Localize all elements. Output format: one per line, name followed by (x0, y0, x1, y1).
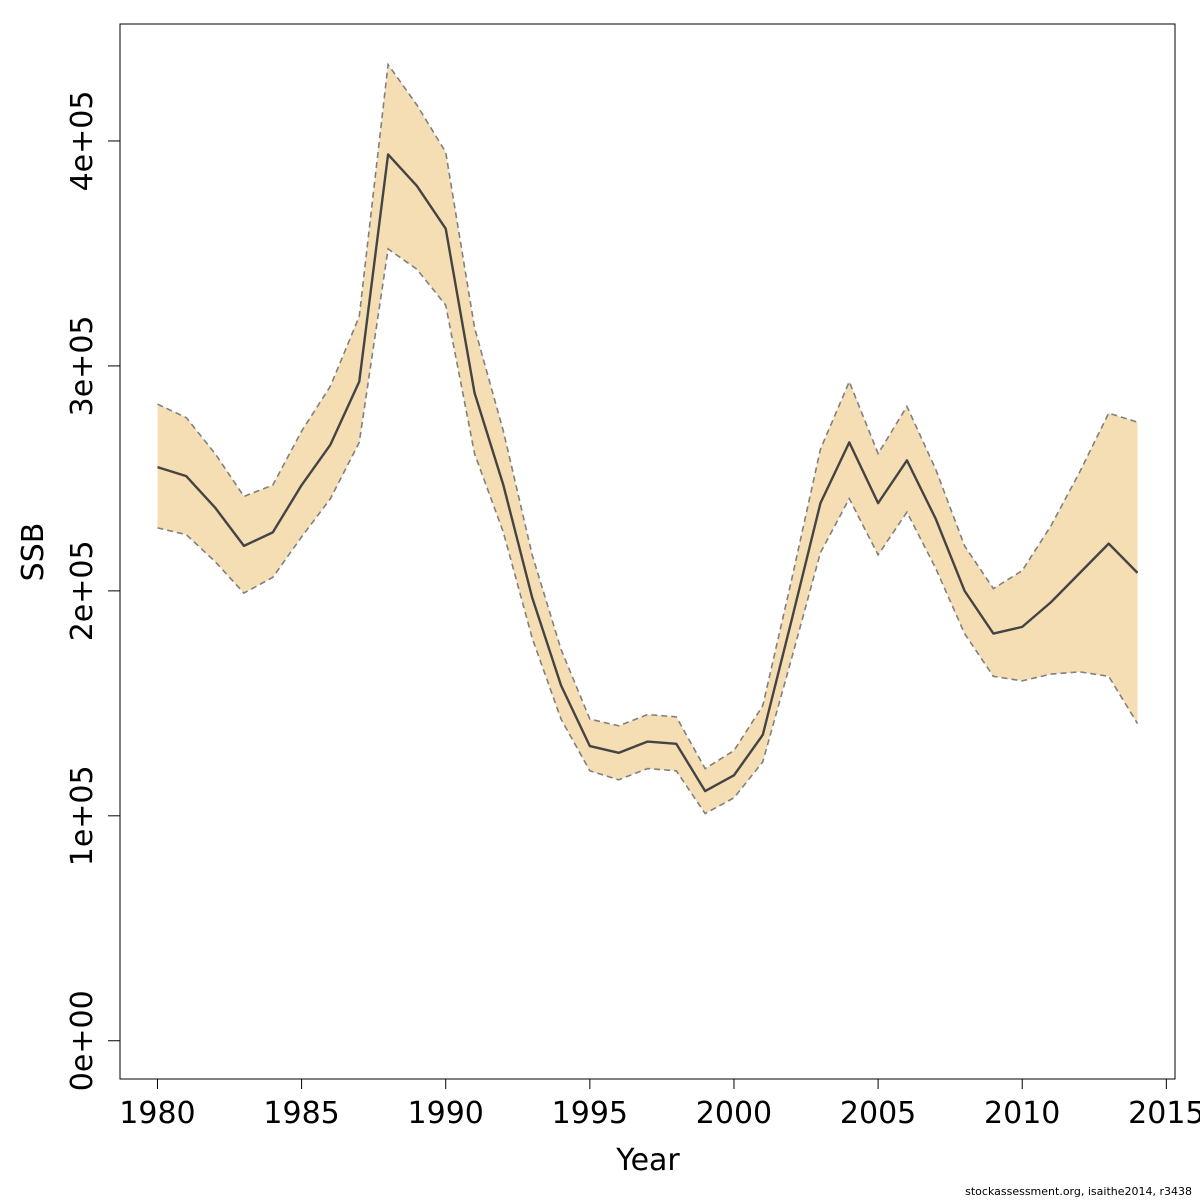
footer-credit: stockassessment.org, isaithe2014, r3438 (965, 1185, 1192, 1198)
x-axis: 1980 1985 1990 1995 2000 2005 2010 2015 (119, 1078, 1200, 1131)
y-tick-label: 4e+05 (65, 91, 100, 192)
x-tick-label: 2005 (840, 1096, 916, 1131)
x-tick-label: 2015 (1128, 1096, 1200, 1131)
y-tick-label: 0e+00 (65, 990, 100, 1091)
x-axis-title: Year (615, 1143, 680, 1178)
x-tick-label: 1995 (552, 1096, 628, 1131)
x-tick-label: 2000 (696, 1096, 772, 1131)
y-axis-title: SSB (16, 523, 51, 582)
y-tick-label: 1e+05 (65, 765, 100, 866)
x-tick-label: 2010 (984, 1096, 1060, 1131)
y-tick-label: 2e+05 (65, 540, 100, 641)
x-tick-label: 1980 (119, 1096, 195, 1131)
lower-bound-line (157, 247, 1139, 815)
ssb-estimate-line (157, 153, 1139, 793)
y-axis: 0e+00 1e+05 2e+05 3e+05 4e+05 (65, 91, 121, 1091)
x-tick-label: 1990 (408, 1096, 484, 1131)
y-tick-label: 3e+05 (65, 315, 100, 416)
confidence-band (157, 64, 1138, 814)
x-tick-label: 1985 (263, 1096, 339, 1131)
plot-layer (157, 62, 1139, 815)
